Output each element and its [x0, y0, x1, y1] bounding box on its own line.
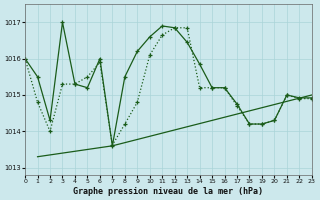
X-axis label: Graphe pression niveau de la mer (hPa): Graphe pression niveau de la mer (hPa) — [74, 187, 263, 196]
